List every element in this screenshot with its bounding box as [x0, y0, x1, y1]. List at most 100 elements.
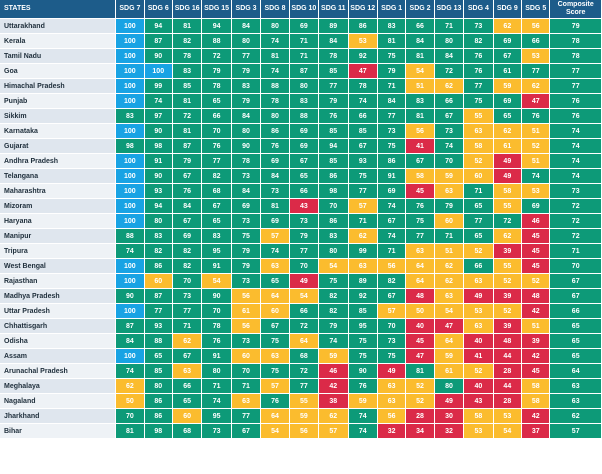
composite-score-cell: 63: [549, 393, 602, 409]
score-cell: 60: [231, 348, 262, 364]
score-cell: 76: [463, 48, 494, 64]
score-cell: 93: [144, 318, 173, 334]
score-cell: 100: [115, 93, 145, 109]
score-cell: 89: [348, 273, 378, 289]
score-cell: 54: [289, 288, 320, 304]
score-cell: 90: [201, 288, 232, 304]
score-cell: 45: [405, 333, 435, 349]
score-cell: 63: [463, 273, 494, 289]
score-cell: 73: [434, 123, 465, 139]
score-cell: 72: [493, 213, 523, 229]
score-cell: 39: [521, 333, 551, 349]
score-cell: 72: [201, 48, 232, 64]
score-cell: 91: [201, 258, 232, 274]
score-cell: 73: [231, 333, 262, 349]
table-row: Karnataka 100 90 81 70 80 86 69 85 85 73 56 73 63 62 51…: [0, 123, 602, 139]
score-cell: 58: [493, 183, 523, 199]
score-cell: 84: [231, 108, 262, 124]
state-name-cell: Odisha: [0, 333, 117, 349]
score-cell: 98: [318, 183, 349, 199]
score-cell: 61: [493, 63, 523, 79]
score-cell: 73: [231, 168, 262, 184]
score-cell: 49: [377, 363, 407, 379]
score-cell: 83: [377, 18, 407, 34]
score-cell: 71: [434, 228, 465, 244]
score-cell: 67: [201, 198, 232, 214]
score-cell: 55: [463, 108, 494, 124]
composite-score-cell: 78: [549, 48, 602, 64]
score-cell: 80: [260, 108, 290, 124]
score-cell: 64: [405, 273, 435, 289]
score-cell: 52: [493, 273, 523, 289]
score-cell: 55: [493, 198, 523, 214]
score-cell: 70: [115, 408, 145, 424]
column-header: SDG 4: [463, 0, 494, 19]
score-cell: 74: [115, 363, 145, 379]
state-name-cell: Manipur: [0, 228, 117, 244]
score-cell: 67: [172, 213, 203, 229]
column-header: SDG 9: [493, 0, 523, 19]
state-name-cell: Punjab: [0, 93, 117, 109]
score-cell: 39: [493, 288, 523, 304]
score-cell: 70: [201, 123, 232, 139]
composite-score-cell: 79: [549, 18, 602, 34]
score-cell: 70: [434, 153, 465, 169]
score-cell: 59: [434, 168, 465, 184]
table-row: Jharkhand 70 86 60 95 77 64 59 62 74 56 28 30 58 53 42 6…: [0, 408, 602, 424]
score-cell: 82: [201, 168, 232, 184]
score-cell: 73: [231, 213, 262, 229]
score-cell: 66: [463, 258, 494, 274]
score-cell: 98: [144, 138, 173, 154]
score-cell: 80: [231, 123, 262, 139]
score-cell: 65: [493, 108, 523, 124]
score-cell: 54: [260, 423, 290, 439]
composite-score-cell: 74: [549, 153, 602, 169]
state-name-cell: Andhra Pradesh: [0, 153, 117, 169]
score-cell: 78: [348, 78, 378, 94]
score-cell: 63: [260, 348, 290, 364]
score-cell: 53: [348, 33, 378, 49]
score-cell: 91: [201, 348, 232, 364]
score-cell: 43: [289, 198, 320, 214]
score-cell: 100: [115, 183, 145, 199]
column-header: SDG 8: [260, 0, 290, 19]
score-cell: 86: [318, 213, 349, 229]
score-cell: 59: [348, 393, 378, 409]
score-cell: 76: [260, 138, 290, 154]
score-cell: 73: [377, 333, 407, 349]
score-cell: 74: [201, 393, 232, 409]
score-cell: 91: [377, 168, 407, 184]
score-cell: 53: [463, 423, 494, 439]
score-cell: 54: [434, 303, 465, 319]
score-cell: 46: [318, 363, 349, 379]
state-name-cell: Bihar: [0, 423, 117, 439]
table-row: Bihar 81 98 68 73 67 54 56 57 74 32 34 32 53 54 37 57: [0, 423, 602, 439]
score-cell: 69: [377, 183, 407, 199]
table-row: Meghalaya 62 80 66 71 71 57 77 42 76 63 52 80 40 44 58 6…: [0, 378, 602, 394]
score-cell: 66: [289, 183, 320, 199]
score-cell: 41: [405, 138, 435, 154]
state-name-cell: Maharashtra: [0, 183, 117, 199]
table-row: West Bengal 100 86 82 91 79 63 70 54 63 56 64 62 66 55…: [0, 258, 602, 274]
score-cell: 64: [289, 333, 320, 349]
score-cell: 68: [172, 423, 203, 439]
state-name-cell: Haryana: [0, 213, 117, 229]
score-cell: 71: [377, 78, 407, 94]
score-cell: 52: [463, 363, 494, 379]
score-cell: 84: [318, 33, 349, 49]
composite-score-cell: 66: [549, 303, 602, 319]
score-cell: 53: [521, 48, 551, 64]
score-cell: 77: [289, 378, 320, 394]
score-cell: 37: [521, 423, 551, 439]
score-cell: 45: [405, 183, 435, 199]
score-cell: 73: [201, 423, 232, 439]
column-header: SDG 2: [405, 0, 435, 19]
score-cell: 81: [405, 48, 435, 64]
score-cell: 67: [377, 213, 407, 229]
score-cell: 63: [260, 258, 290, 274]
score-cell: 80: [144, 213, 173, 229]
score-cell: 86: [377, 153, 407, 169]
score-cell: 78: [201, 78, 232, 94]
score-cell: 28: [493, 363, 523, 379]
score-cell: 82: [318, 303, 349, 319]
